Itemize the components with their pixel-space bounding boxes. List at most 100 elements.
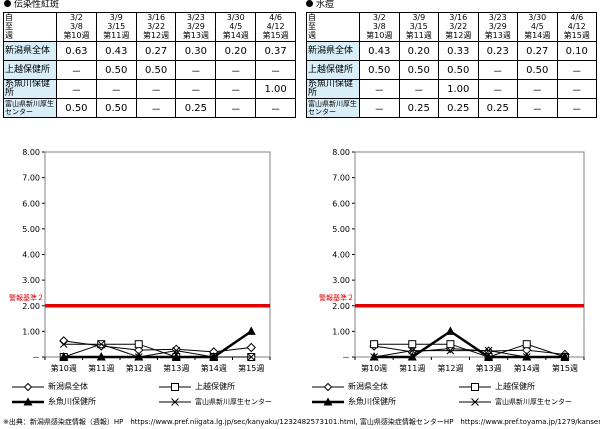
y-tick-label: 2.00 [22, 302, 40, 311]
header-from: 3/9 [95, 12, 137, 22]
table-cell: － [255, 60, 296, 80]
legend-label: 糸魚川保健所 [348, 397, 396, 406]
threshold-label: 警報基準２ [9, 293, 44, 302]
legend-label: 富山県新川厚生センター [195, 398, 272, 406]
header-from: 3/23 [175, 12, 217, 22]
x-tick-label: 第12週 [437, 363, 463, 373]
data-point [59, 340, 68, 349]
y-tick-label: － [32, 353, 40, 362]
header-from: 4/6 [255, 12, 296, 22]
data-point [134, 352, 144, 361]
header-from: 3/2 [56, 12, 97, 22]
table-cell: － [477, 79, 518, 99]
triangle-marker-icon [312, 397, 344, 406]
threshold-label: 警報基準２ [319, 293, 354, 302]
table-cell: 0.23 [477, 41, 518, 61]
y-tick-label: 3.00 [22, 276, 40, 285]
header-to: 3/8 [56, 22, 97, 31]
data-point [370, 353, 378, 361]
header-week: 第13週 [477, 31, 518, 42]
header-week: 第10週 [359, 31, 400, 42]
table-cell: － [175, 79, 217, 99]
table-cell: － [359, 79, 400, 99]
x-tick-label: 第10週 [361, 363, 387, 373]
legend-label: 新潟県全体 [48, 382, 88, 391]
weekly-table: 自 3/2 3/9 3/16 3/23 3/30 4/6 至 3/8 3/15 … [306, 12, 597, 118]
legend-label: 新潟県全体 [348, 382, 388, 391]
header-to: 3/29 [477, 22, 518, 31]
table-cell: 0.25 [438, 98, 479, 118]
table-row: 糸魚川保健所 － － － － － 1.00 [3, 79, 296, 99]
y-tick-label: 2.00 [332, 302, 350, 311]
data-point [370, 340, 379, 349]
header-week: 第14週 [215, 31, 257, 42]
y-tick-label: 1.00 [22, 327, 40, 336]
chart-legend: 新潟県全体 上越保健所 糸魚川保健所 富山県新川厚生センター [4, 379, 294, 409]
table-cell: － [95, 79, 137, 99]
data-point [97, 340, 106, 349]
header-from: 3/30 [517, 12, 558, 22]
table-cell: 0.25 [398, 98, 439, 118]
panel-heading: 水痘 [306, 0, 334, 11]
x-marker-icon [459, 398, 491, 406]
plot-area [354, 151, 585, 358]
header-from: 3/2 [359, 12, 400, 22]
data-point [446, 346, 455, 355]
header-from: 4/6 [556, 12, 597, 22]
y-tick-label: 4.00 [22, 251, 40, 260]
table-cell: － [477, 60, 518, 80]
legend-label: 富山県新川厚生センター [495, 398, 572, 406]
table-cell: 0.27 [517, 41, 558, 61]
plot-area [44, 151, 271, 358]
row-name: 新潟県全体 [3, 41, 57, 61]
row-name: 富山県新川厚生センター [306, 98, 360, 118]
header-week: 第10週 [56, 31, 97, 42]
header-to: 3/29 [175, 22, 217, 31]
table-cell: 0.50 [398, 60, 439, 80]
series-line [63, 330, 252, 359]
panel-heading: 伝染性紅斑 [4, 0, 59, 11]
header-to: 4/12 [255, 22, 296, 31]
table-cell: － [215, 60, 257, 80]
x-tick-label: 第14週 [514, 363, 540, 373]
table-row: 新潟県全体 0.43 0.20 0.33 0.23 0.27 0.10 [306, 41, 597, 61]
y-tick-label: 6.00 [22, 199, 40, 208]
header-from: 3/9 [398, 12, 439, 22]
table-cell: － [135, 98, 177, 118]
table-cell: 0.43 [359, 41, 400, 61]
bullet-icon [4, 0, 11, 7]
data-point [172, 346, 181, 355]
table-cell: － [359, 98, 400, 118]
table-cell: 0.50 [438, 60, 479, 80]
y-tick-label: 4.00 [332, 251, 350, 260]
y-tick-label: 7.00 [22, 174, 40, 183]
table-cell: 0.25 [175, 98, 217, 118]
panel-varicella: 水痘 自 3/2 3/9 3/16 3/23 3/30 4/6 至 3/8 3/… [302, 0, 600, 412]
header-to: 4/5 [215, 22, 257, 31]
data-point [407, 352, 417, 361]
data-point [446, 340, 455, 349]
table-cell: 0.20 [398, 41, 439, 61]
header-week: 第13週 [175, 31, 217, 42]
row-label-week: 週 [306, 31, 360, 42]
weekly-table: 自 3/2 3/9 3/16 3/23 3/30 4/6 至 3/8 3/15 … [3, 12, 296, 118]
data-point [171, 352, 181, 361]
row-label-from: 自 [306, 12, 360, 22]
row-label-week: 週 [3, 31, 57, 42]
table-cell: 0.27 [135, 41, 177, 61]
row-name: 富山県新川厚生センター [3, 98, 57, 118]
series-line [374, 345, 565, 355]
table-cell: － [175, 60, 217, 80]
header-to: 3/15 [95, 22, 137, 31]
row-name: 新潟県全体 [306, 41, 360, 61]
x-tick-label: 第10週 [51, 363, 77, 373]
table-cell: 0.25 [477, 98, 518, 118]
table-cell: 0.50 [517, 60, 558, 80]
table-cell: 0.30 [175, 41, 217, 61]
data-point [522, 353, 531, 361]
triangle-marker-icon [12, 397, 44, 406]
header-week: 第15週 [255, 31, 296, 42]
row-name: 上越保健所 [306, 60, 360, 80]
x-tick-label: 第13週 [475, 363, 501, 373]
header-to: 3/8 [359, 22, 400, 31]
